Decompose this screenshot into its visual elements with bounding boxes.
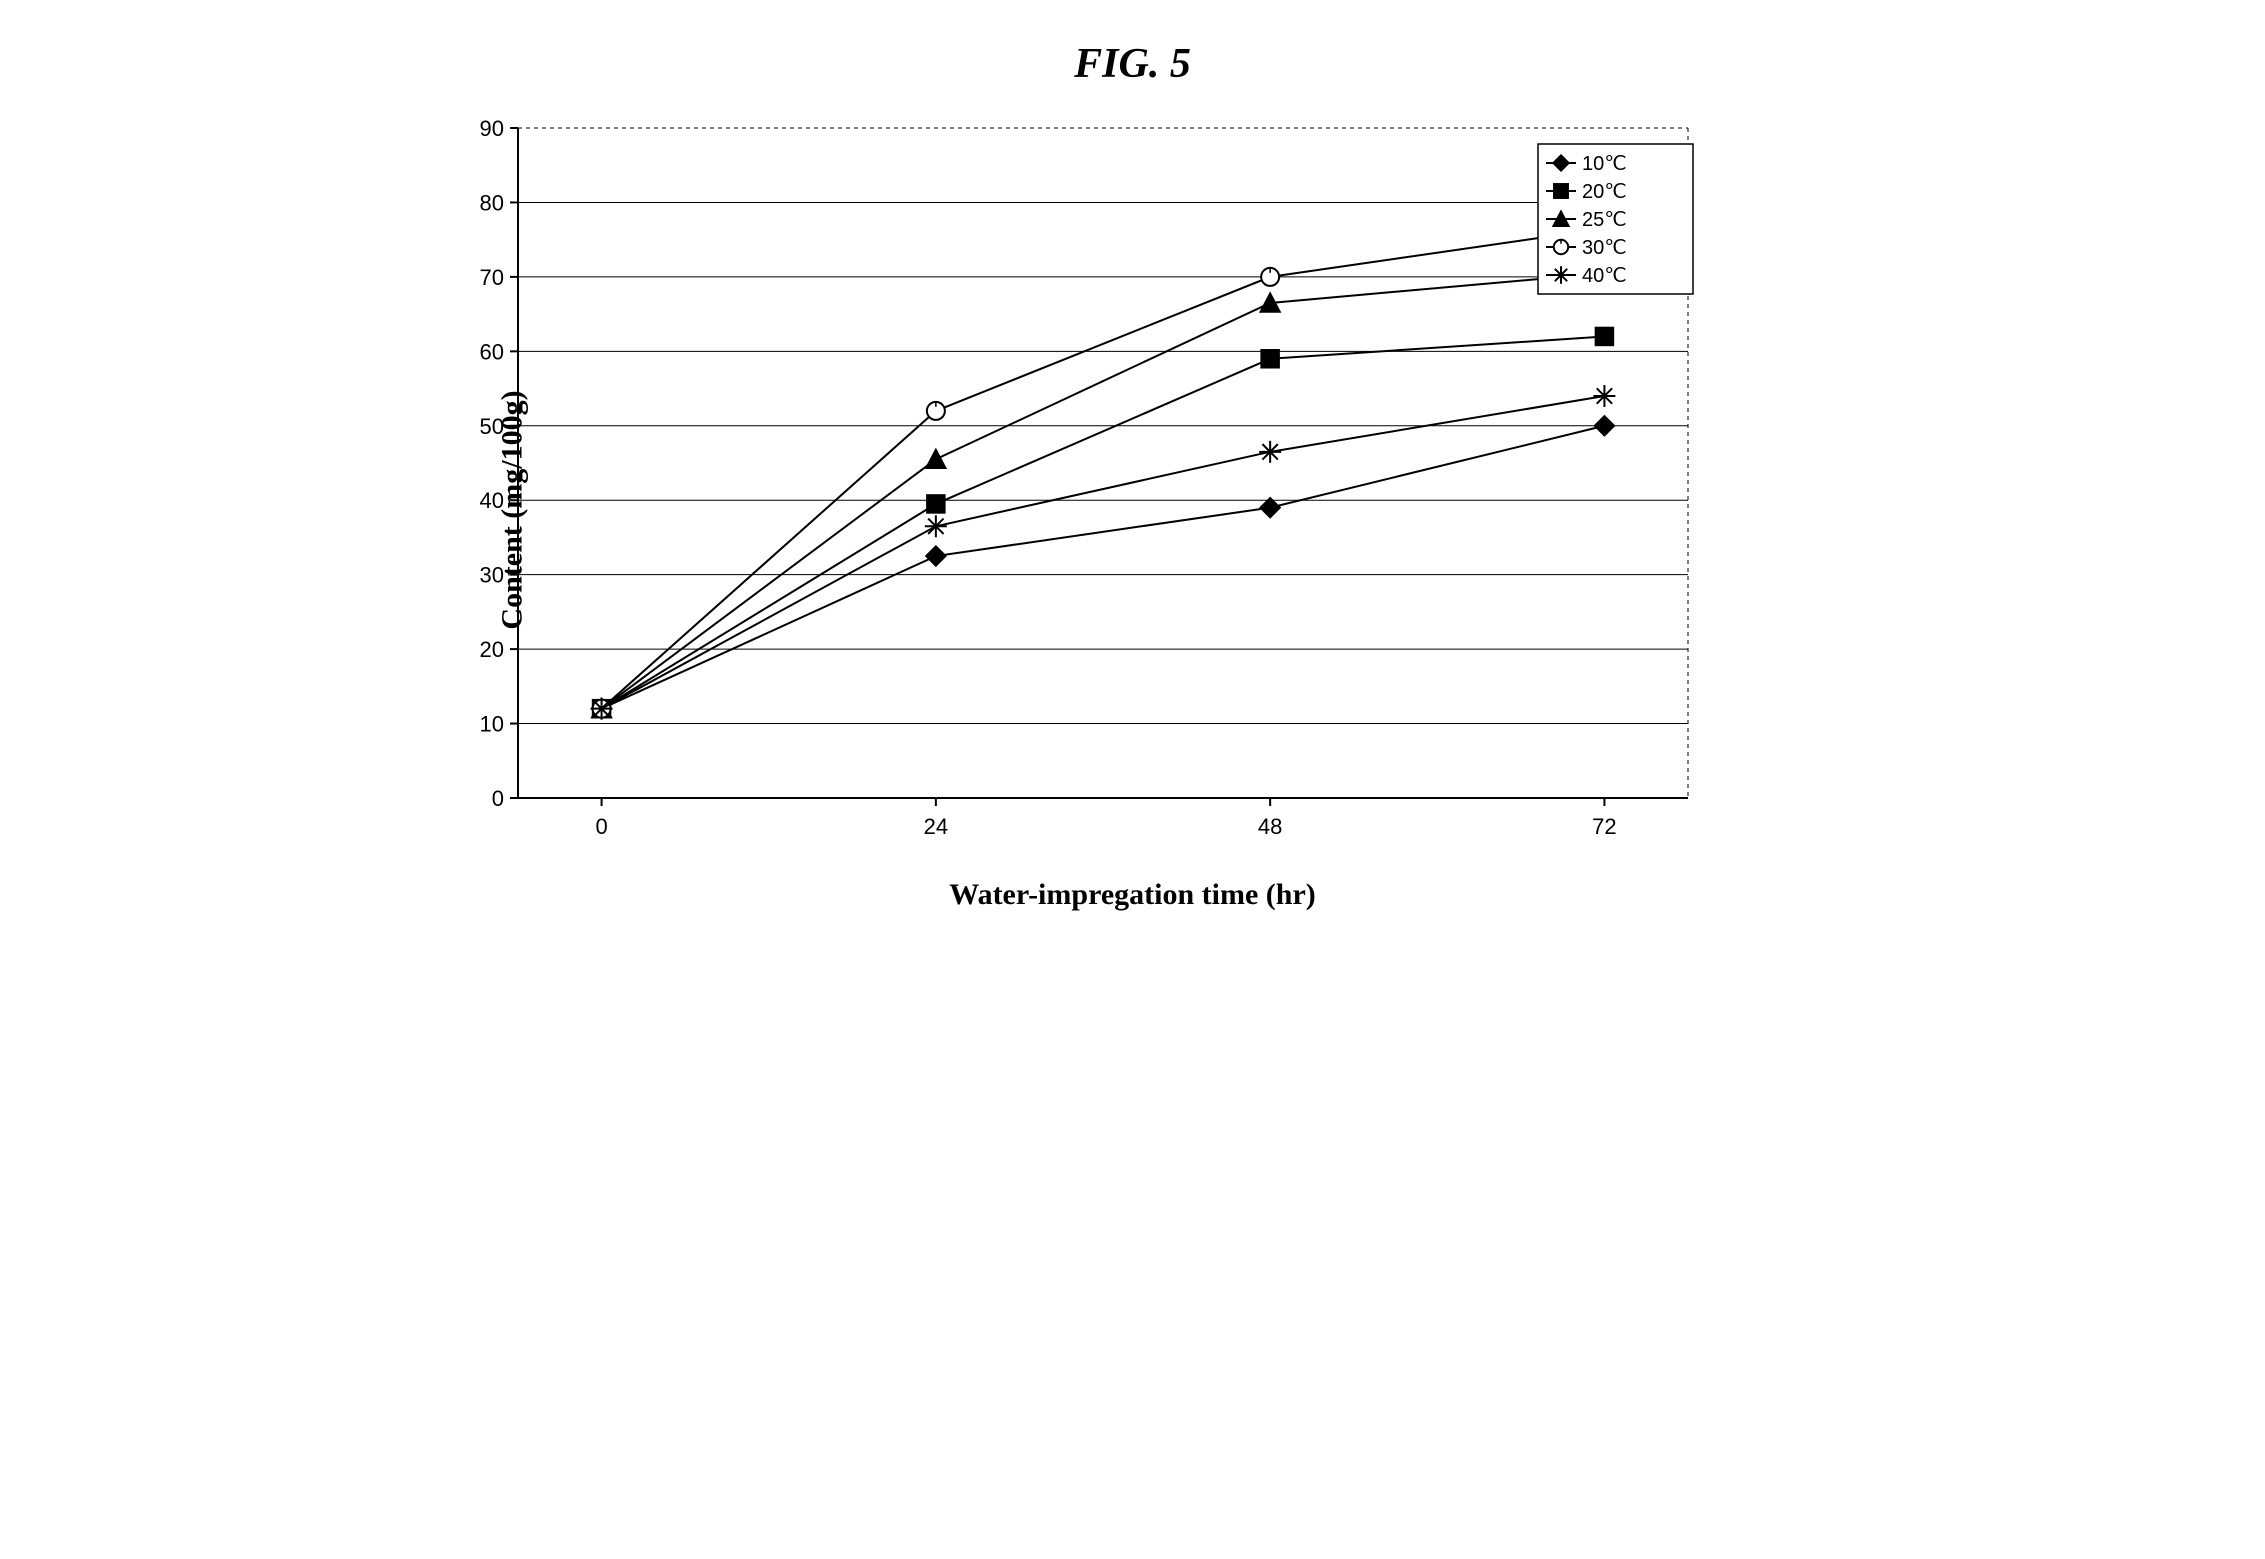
svg-text:90: 90 [479, 116, 503, 141]
x-axis-label: Water-impregation time (hr) [433, 878, 1833, 912]
svg-text:24: 24 [923, 814, 947, 839]
svg-text:20: 20 [479, 637, 503, 662]
svg-text:10℃: 10℃ [1582, 153, 1627, 175]
svg-text:0: 0 [595, 814, 607, 839]
svg-text:30℃: 30℃ [1582, 237, 1627, 259]
y-axis-label: Content (mg/100g) [495, 390, 529, 629]
svg-text:80: 80 [479, 190, 503, 215]
line-chart: 0102030405060708090024487210℃20℃25℃30℃40… [433, 108, 1713, 868]
chart-frame: Content (mg/100g) 0102030405060708090024… [433, 108, 1833, 912]
svg-text:10: 10 [479, 712, 503, 737]
svg-text:72: 72 [1592, 814, 1616, 839]
svg-text:70: 70 [479, 265, 503, 290]
svg-text:40℃: 40℃ [1582, 265, 1627, 287]
figure-container: FIG. 5 Content (mg/100g) 010203040506070… [433, 40, 1833, 912]
svg-text:25℃: 25℃ [1582, 209, 1627, 231]
svg-text:0: 0 [491, 786, 503, 811]
svg-text:20℃: 20℃ [1582, 181, 1627, 203]
svg-text:60: 60 [479, 339, 503, 364]
svg-text:48: 48 [1257, 814, 1281, 839]
figure-title: FIG. 5 [433, 40, 1833, 88]
